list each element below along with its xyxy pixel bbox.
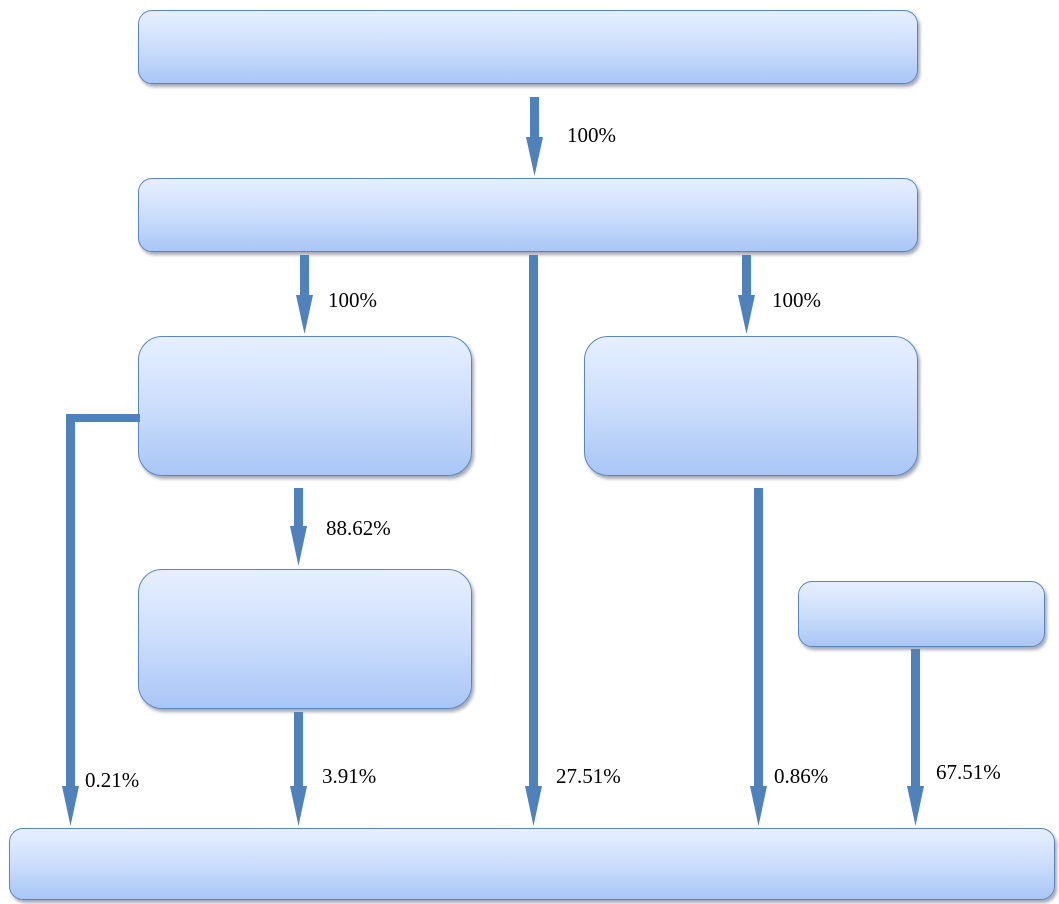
label-mid-right-to-bottom: 0.86% bbox=[774, 764, 829, 788]
arrow-mid-left-to-lower-left bbox=[290, 488, 307, 566]
arrow-lower-left-to-bottom bbox=[290, 712, 307, 826]
arrow-second-to-mid-right bbox=[738, 255, 755, 334]
arrow-mid-right-to-bottom bbox=[750, 488, 767, 826]
label-mid-left-to-lower-left: 88.62% bbox=[326, 516, 391, 540]
label-side-right-to-bottom: 67.51% bbox=[936, 760, 1001, 784]
lower-left-entity-box bbox=[138, 569, 472, 709]
side-right-entity-box bbox=[798, 581, 1045, 647]
label-mid-left-to-bottom: 0.21% bbox=[85, 768, 140, 792]
arrow-second-to-bottom bbox=[525, 255, 542, 826]
label-top-to-second: 100% bbox=[567, 123, 616, 147]
label-second-to-mid-right: 100% bbox=[772, 288, 821, 312]
arrow-side-right-to-bottom bbox=[907, 649, 924, 826]
arrow-mid-left-to-bottom bbox=[62, 414, 140, 826]
label-lower-left-to-bottom: 3.91% bbox=[322, 764, 377, 788]
mid-right-entity-box bbox=[584, 336, 918, 476]
label-second-to-mid-left: 100% bbox=[328, 288, 377, 312]
label-second-to-bottom: 27.51% bbox=[556, 764, 621, 788]
second-entity-box bbox=[138, 178, 918, 252]
arrow-top-to-second bbox=[526, 97, 543, 176]
bottom-entity-box bbox=[9, 828, 1055, 900]
arrow-second-to-mid-left bbox=[296, 255, 313, 334]
mid-left-entity-box bbox=[138, 336, 472, 476]
top-entity-box bbox=[138, 10, 918, 84]
